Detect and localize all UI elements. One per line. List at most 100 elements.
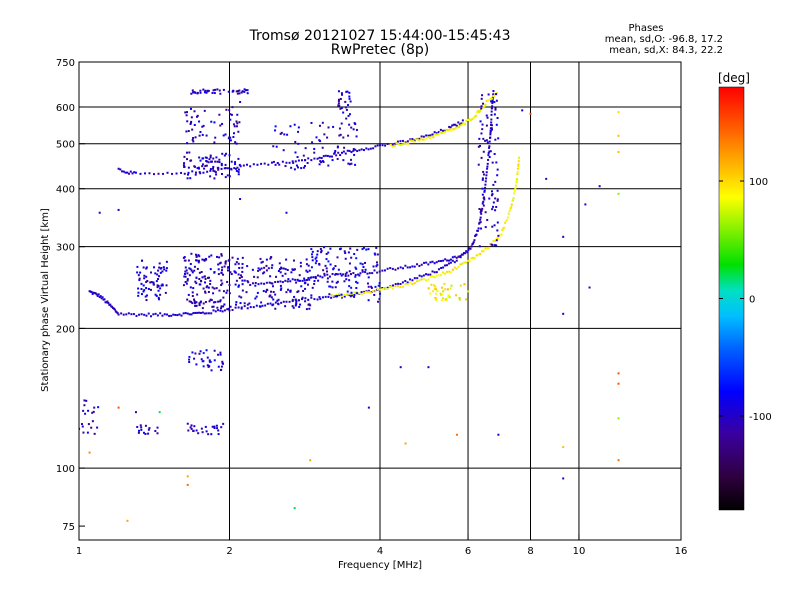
data-point <box>347 274 350 277</box>
data-point <box>394 142 397 145</box>
data-point <box>474 115 477 118</box>
data-point <box>391 143 394 146</box>
data-point <box>487 246 490 249</box>
data-point <box>194 171 197 174</box>
data-point <box>126 171 129 174</box>
data-point <box>220 283 223 286</box>
data-point <box>218 161 221 164</box>
data-point <box>320 249 323 252</box>
data-point <box>183 155 186 158</box>
data-point <box>336 157 339 160</box>
data-point <box>482 137 485 140</box>
data-point <box>202 124 205 127</box>
data-point <box>208 158 211 161</box>
data-point <box>183 162 186 165</box>
data-point <box>448 125 451 128</box>
data-point <box>152 283 155 286</box>
data-point <box>158 411 161 414</box>
data-point <box>207 89 210 92</box>
data-point <box>257 269 260 272</box>
data-point <box>345 90 348 93</box>
data-point <box>483 198 486 201</box>
data-point <box>203 275 206 278</box>
data-point <box>231 308 234 311</box>
data-point <box>237 173 240 176</box>
data-point <box>369 291 372 294</box>
data-point <box>293 123 296 126</box>
data-point <box>146 279 149 282</box>
data-point <box>191 291 194 294</box>
data-point <box>295 303 298 306</box>
data-point <box>425 137 428 140</box>
data-point <box>92 410 95 413</box>
data-point <box>425 273 428 276</box>
data-point <box>236 92 239 95</box>
data-point <box>201 125 204 128</box>
data-point <box>192 430 195 433</box>
data-point <box>271 264 274 267</box>
data-point <box>213 92 216 95</box>
data-point <box>353 153 356 156</box>
data-point <box>196 267 199 270</box>
data-point <box>287 288 290 291</box>
data-point <box>486 116 489 119</box>
data-point <box>308 307 311 310</box>
data-point <box>413 282 416 285</box>
data-point <box>350 126 353 129</box>
data-point <box>205 312 208 315</box>
data-point <box>480 212 483 215</box>
data-point <box>190 120 193 123</box>
data-point <box>437 133 440 136</box>
data-point <box>482 204 485 207</box>
data-point <box>119 168 122 171</box>
data-point <box>488 150 491 153</box>
data-point <box>473 257 476 260</box>
data-point <box>313 151 316 154</box>
data-point <box>291 160 294 163</box>
data-point <box>355 292 358 295</box>
data-point <box>184 266 187 269</box>
data-point <box>295 300 298 303</box>
data-point <box>284 279 287 282</box>
colorbar-label: [deg] <box>718 71 750 85</box>
y-tick-label: 600 <box>56 103 75 114</box>
data-point <box>131 172 134 175</box>
data-point <box>423 261 426 264</box>
data-point <box>237 285 240 288</box>
data-point <box>205 430 208 433</box>
data-point <box>348 279 351 282</box>
data-point <box>432 290 435 293</box>
data-point <box>374 290 377 293</box>
data-point <box>461 262 464 265</box>
data-point <box>484 226 487 229</box>
data-point <box>184 275 187 278</box>
data-point <box>188 151 191 154</box>
data-point <box>473 239 476 242</box>
data-point <box>193 300 196 303</box>
data-point <box>132 313 135 316</box>
data-point <box>378 270 381 273</box>
data-point <box>274 307 277 310</box>
data-point <box>379 144 381 147</box>
data-point <box>275 275 278 278</box>
data-point <box>378 297 381 300</box>
data-point <box>353 294 356 297</box>
data-point <box>206 90 209 93</box>
data-point <box>430 135 433 138</box>
data-point <box>516 170 519 173</box>
data-point <box>441 271 444 274</box>
data-point <box>143 274 146 277</box>
data-point <box>286 280 289 283</box>
data-point <box>135 314 138 317</box>
data-point <box>168 314 171 317</box>
data-point <box>352 272 355 275</box>
data-point <box>367 289 370 292</box>
data-point <box>277 270 280 273</box>
data-point <box>213 425 216 428</box>
data-point <box>449 287 452 290</box>
data-point <box>450 271 453 274</box>
data-point <box>348 95 351 98</box>
data-point <box>278 268 281 271</box>
data-point <box>184 281 187 284</box>
data-point <box>433 287 436 290</box>
